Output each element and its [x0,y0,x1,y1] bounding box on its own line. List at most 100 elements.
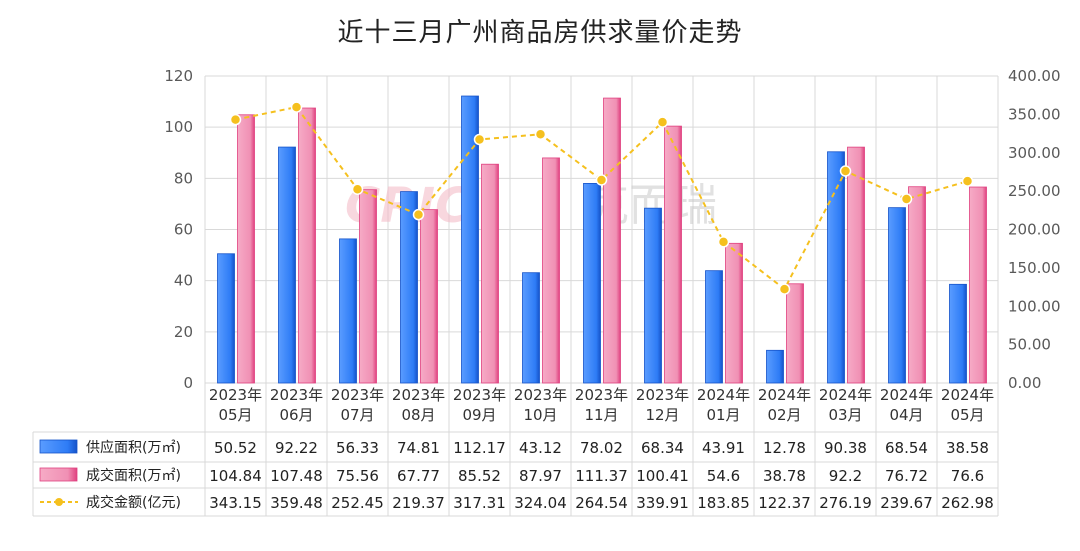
right-axis-tick: 300.00 [1008,144,1061,162]
table-cell: 12.78 [763,439,806,457]
point-deal-amount [961,175,974,187]
category-label: 2023年 08月 [392,386,445,424]
legend-label: 成交面积(万㎡) [86,467,181,484]
table-cell: 339.91 [636,494,689,512]
right-axis-tick: 350.00 [1008,105,1061,123]
bar-deal-area [664,125,682,384]
point-deal-amount [351,183,364,195]
bar-deal-area [786,283,804,384]
bar-supply-area [278,146,296,384]
table-cell: 317.31 [453,494,506,512]
table-cell: 56.33 [336,439,379,457]
point-deal-amount [778,283,791,295]
left-axis-tick: 20 [174,323,193,341]
table-cell: 92.2 [829,467,862,485]
table-cell: 85.52 [458,467,501,485]
bar-deal-area [359,189,377,384]
table-cell: 359.48 [270,494,323,512]
table-cell: 75.56 [336,467,379,485]
category-label: 2024年 02月 [758,386,811,424]
right-axis-tick: 0.00 [1008,374,1041,392]
left-axis-tick: 100 [164,118,193,136]
bar-supply-area [400,191,418,384]
table-cell: 92.22 [275,439,318,457]
left-axis-tick: 40 [174,272,193,290]
table-cell: 112.17 [453,439,506,457]
table-cell: 262.98 [941,494,994,512]
table-cell: 343.15 [209,494,262,512]
category-label: 2024年 03月 [819,386,872,424]
table-cell: 76.72 [885,467,928,485]
table-cell: 50.52 [214,439,257,457]
table-cell: 239.67 [880,494,933,512]
category-label: 2024年 01月 [697,386,750,424]
bar-supply-area [583,182,601,384]
table-cell: 90.38 [824,439,867,457]
table-cell: 67.77 [397,467,440,485]
table-cell: 54.6 [707,467,740,485]
category-label: 2023年 07月 [331,386,384,424]
right-axis-tick: 100.00 [1008,297,1061,315]
point-deal-amount [839,165,852,177]
legend-label: 成交金额(亿元) [86,494,181,511]
table-cell: 264.54 [575,494,628,512]
bar-supply-area [339,238,357,384]
bar-deal-area [542,157,560,384]
table-cell: 104.84 [209,467,262,485]
category-label: 2024年 04月 [880,386,933,424]
left-axis-tick: 80 [174,169,193,187]
right-axis-tick: 400.00 [1008,67,1061,85]
table-cell: 276.19 [819,494,872,512]
point-deal-amount [717,236,730,248]
bar-supply-area [766,349,784,384]
bar-supply-area [217,253,235,384]
table-cell: 78.02 [580,439,623,457]
table-cell: 68.34 [641,439,684,457]
category-label: 2023年 06月 [270,386,323,424]
bar-deal-area [908,186,926,384]
point-deal-amount [595,174,608,186]
table-cell: 183.85 [697,494,750,512]
table-cell: 107.48 [270,467,323,485]
table-cell: 43.91 [702,439,745,457]
left-axis-tick: 60 [174,221,193,239]
table-cell: 252.45 [331,494,384,512]
bar-deal-area [969,186,987,384]
right-axis-tick: 250.00 [1008,182,1061,200]
category-label: 2023年 10月 [514,386,567,424]
table-cell: 100.41 [636,467,689,485]
bar-supply-area [888,207,906,384]
table-cell: 111.37 [575,467,628,485]
table-cell: 324.04 [514,494,567,512]
point-deal-amount [412,208,425,221]
bar-supply-area [827,151,845,384]
bar-deal-area [603,97,621,384]
table-cell: 122.37 [758,494,811,512]
right-axis-tick: 200.00 [1008,221,1061,239]
left-axis-tick: 0 [183,374,193,392]
legend-swatch-supply [39,439,78,454]
point-deal-amount [229,113,242,126]
legend-label: 供应面积(万㎡) [86,439,181,456]
bar-supply-area [644,207,662,384]
left-axis-tick: 120 [164,67,193,85]
bar-supply-area [522,272,540,384]
category-label: 2023年 12月 [636,386,689,424]
bar-supply-area [461,95,479,384]
bar-deal-area [725,242,743,384]
category-label: 2023年 05月 [209,386,262,424]
table-cell: 38.78 [763,467,806,485]
table-cell: 76.6 [951,467,984,485]
bar-deal-area [237,114,255,384]
table-cell: 87.97 [519,467,562,485]
category-label: 2023年 09月 [453,386,506,424]
bar-deal-area [298,107,316,384]
bar-deal-area [481,163,499,384]
chart-title: 近十三月广州商品房供求量价走势 [337,18,743,48]
point-deal-amount [534,128,547,141]
legend-swatch-amount-marker [55,498,63,506]
table-cell: 74.81 [397,439,440,457]
legend-swatch-deal [39,467,78,482]
